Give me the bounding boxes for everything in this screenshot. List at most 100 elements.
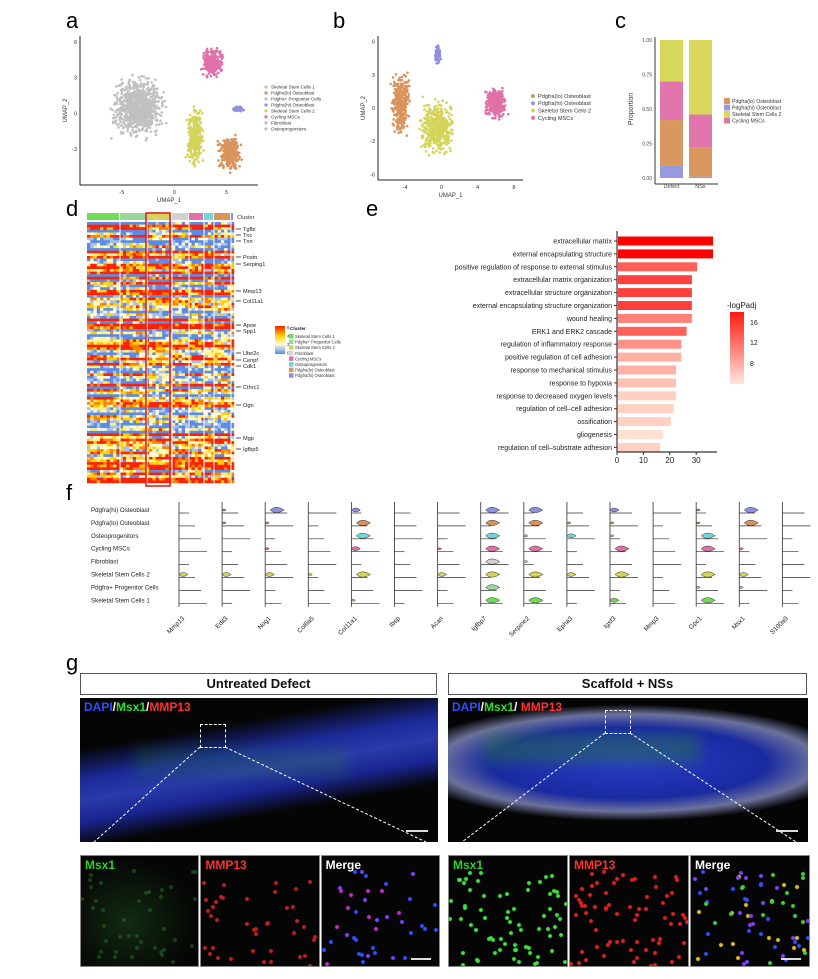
scatter-point	[218, 149, 222, 153]
scatter-point	[438, 117, 441, 120]
scatter-point	[192, 123, 195, 127]
heatmap-cell	[165, 245, 169, 249]
scatter-point	[440, 128, 443, 131]
scatter-point	[128, 119, 132, 123]
scatter-point	[432, 112, 436, 115]
heatmap-cell	[87, 237, 91, 241]
heatmap-cell	[96, 237, 101, 241]
heatmap-cell	[158, 263, 163, 267]
heatmap-cell	[90, 287, 94, 291]
scatter-point	[233, 166, 237, 170]
scatter-point	[142, 125, 146, 128]
heatmap-cell	[93, 321, 97, 324]
heatmap-cell	[178, 276, 182, 280]
heatmap-cell	[204, 250, 209, 254]
heatmap-cell	[90, 315, 94, 319]
stacked-bar-segment	[689, 114, 712, 148]
scatter-point	[444, 150, 448, 154]
heatmap-cell	[220, 279, 225, 283]
heatmap-cell	[126, 266, 130, 270]
scatter-point	[435, 124, 438, 127]
heatmap-cell	[217, 227, 222, 231]
heatmap-cell	[175, 255, 179, 259]
heatmap-cell	[198, 271, 202, 275]
scatter-point	[209, 51, 213, 54]
heatmap-cell	[224, 235, 228, 238]
heatmap-cell	[220, 282, 225, 285]
scatter-point	[227, 142, 230, 145]
scatter-point	[436, 139, 440, 143]
heatmap-cell	[109, 266, 114, 270]
scatter-point	[150, 92, 154, 96]
scatter-point	[189, 144, 192, 147]
heatmap-cell	[100, 282, 104, 285]
scatter-point	[119, 124, 123, 127]
heatmap-cell	[106, 245, 111, 249]
heatmap-cell	[113, 295, 117, 298]
scatter-point	[230, 145, 234, 149]
heatmap-cell	[129, 282, 133, 285]
scatter-point	[398, 103, 402, 107]
stacked-bar-segment	[660, 165, 683, 178]
heatmap-cell	[129, 271, 133, 275]
heatmap-cell	[103, 245, 107, 249]
heatmap-cell	[129, 266, 133, 270]
scatter-point	[134, 101, 137, 104]
scatter-point	[234, 147, 237, 151]
scatter-point	[443, 127, 447, 130]
heatmap-cell	[207, 279, 212, 283]
heatmap-cell	[175, 242, 179, 246]
heatmap-cell	[93, 315, 97, 319]
heatmap-cell	[106, 227, 111, 231]
heatmap-cell	[155, 292, 160, 296]
scatter-point	[193, 134, 196, 137]
heatmap-cell	[116, 250, 120, 254]
heatmap-cell	[224, 245, 228, 249]
scatter-point	[111, 108, 114, 112]
heatmap-cell	[198, 308, 202, 311]
heatmap-cell	[129, 321, 133, 324]
scatter-point	[196, 139, 200, 142]
heatmap-cell	[90, 329, 94, 332]
heatmap-cell	[214, 261, 218, 264]
heatmap-cell	[165, 289, 169, 293]
heatmap-cell	[90, 310, 94, 314]
scatter-point	[429, 125, 432, 129]
legend-entry: Pdgfra+ Progenitor Cells	[271, 97, 322, 102]
heatmap-cell	[103, 248, 107, 251]
heatmap-cell	[224, 268, 228, 272]
heatmap-cell	[106, 326, 111, 330]
scatter-point	[493, 90, 497, 94]
heatmap-cell	[155, 282, 160, 285]
heatmap-cell	[175, 240, 179, 244]
heatmap-cell	[207, 268, 212, 272]
heatmap-cell	[122, 318, 127, 322]
heatmap-cell	[204, 313, 209, 317]
heatmap-cell	[126, 282, 130, 285]
scatter-point	[392, 102, 396, 106]
heatmap-cell	[165, 261, 169, 264]
heatmap-cell	[194, 245, 199, 249]
scatter-point	[425, 137, 428, 140]
scatter-point	[120, 132, 123, 135]
legend-entry: Pdgfra(hi) Osteoblast	[271, 103, 315, 108]
scatter-point	[115, 94, 118, 97]
heatmap-cell	[106, 282, 111, 285]
heatmap-cell	[136, 224, 140, 228]
x-tick-label: -4	[403, 185, 408, 191]
legend-entry: Skeletal Stem Cells 2	[271, 109, 315, 114]
heatmap-cell	[181, 274, 186, 278]
heatmap-cell	[204, 263, 209, 267]
legend-swatch	[264, 109, 268, 113]
heatmap-cell	[198, 279, 202, 283]
heatmap-cell	[106, 240, 111, 244]
scatter-point	[226, 156, 230, 159]
heatmap-cell	[139, 313, 143, 317]
heatmap-cell	[116, 279, 120, 283]
heatmap-cell	[136, 229, 140, 233]
heatmap-cell	[155, 258, 160, 262]
heatmap-cell	[194, 313, 199, 317]
heatmap-cell	[100, 258, 104, 262]
heatmap-cell	[93, 313, 97, 317]
heatmap-cell	[116, 326, 120, 330]
